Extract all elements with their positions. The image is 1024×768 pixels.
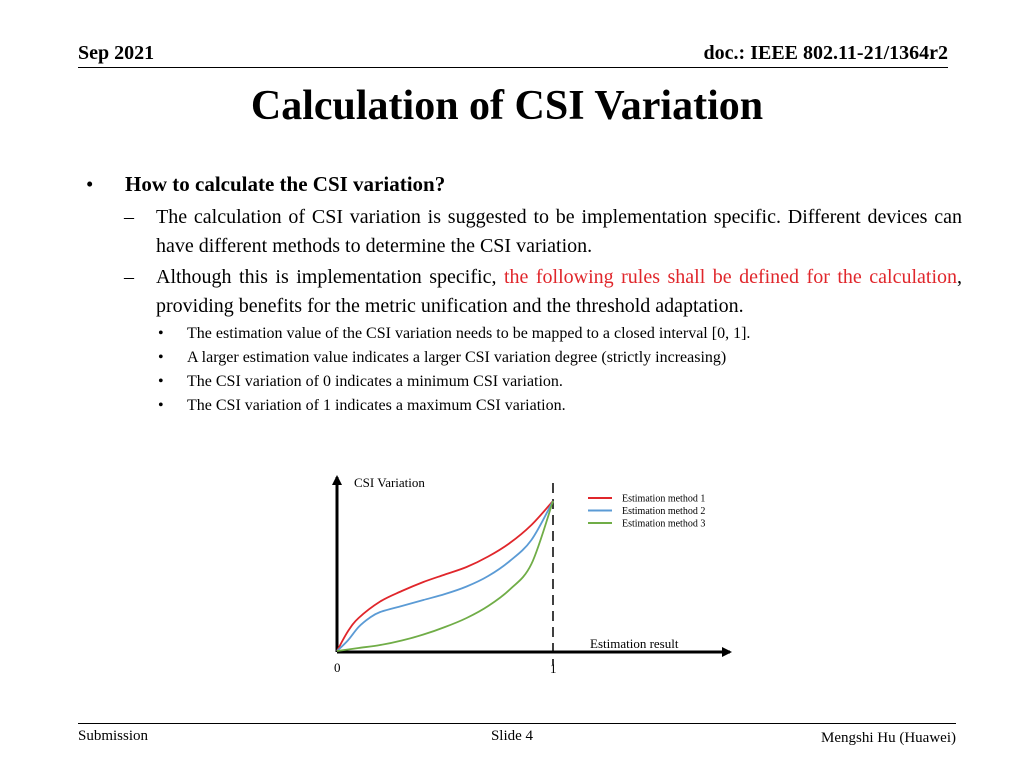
subsub-bullet-symbol: •	[158, 373, 164, 390]
subsub-item-4: The CSI variation of 1 indicates a maxim…	[187, 397, 566, 414]
legend-label-method-3: Estimation method 3	[622, 519, 705, 530]
csi-variation-chart: CSI Variation Estimation result 0 1 Esti…	[332, 475, 732, 676]
x-axis-label: Estimation result	[590, 636, 679, 651]
subsub-item-2: A larger estimation value indicates a la…	[187, 349, 727, 366]
sub-bullet-1: The calculation of CSI variation is sugg…	[156, 206, 962, 257]
header-rule	[78, 67, 948, 68]
x-tick-label-1: 1	[550, 661, 557, 676]
subsub-bullet-symbol: •	[158, 325, 164, 342]
subsub-item-3: The CSI variation of 0 indicates a minim…	[187, 373, 563, 390]
dash-symbol: –	[124, 266, 134, 288]
header-doc-id: doc.: IEEE 802.11-21/1364r2	[703, 42, 948, 64]
footer-author: Mengshi Hu (Huawei)	[821, 730, 956, 746]
x-tick-label-0: 0	[334, 660, 341, 675]
slide-title: Calculation of CSI Variation	[250, 83, 764, 129]
series-line-method-2	[336, 500, 554, 652]
dash-symbol: –	[124, 206, 134, 228]
bullet-heading: How to calculate the CSI variation?	[125, 172, 446, 196]
header-date: Sep 2021	[78, 42, 155, 64]
subsub-bullet-symbol: •	[158, 397, 164, 414]
footer-rule	[78, 723, 956, 724]
y-axis-label: CSI Variation	[354, 475, 425, 490]
sub-bullet-2-suffix: , providing benefits for the metric unif…	[156, 266, 962, 317]
footer-submission: Submission	[78, 728, 149, 744]
bullet-symbol: •	[86, 172, 94, 196]
sub-bullet-2-highlight: the following rules shall be defined for…	[503, 266, 957, 288]
footer-slide-number: Slide 4	[490, 728, 534, 744]
sub-bullet-2-prefix: Although this is implementation specific…	[156, 266, 504, 288]
legend-label-method-1: Estimation method 1	[622, 494, 705, 505]
sub-bullet-2: Although this is implementation specific…	[156, 263, 962, 321]
series-line-method-3	[336, 500, 554, 652]
legend-label-method-2: Estimation method 2	[622, 506, 705, 517]
subsub-item-1: The estimation value of the CSI variatio…	[187, 325, 751, 342]
series-line-method-1	[336, 500, 554, 652]
subsub-bullet-symbol: •	[158, 349, 164, 366]
